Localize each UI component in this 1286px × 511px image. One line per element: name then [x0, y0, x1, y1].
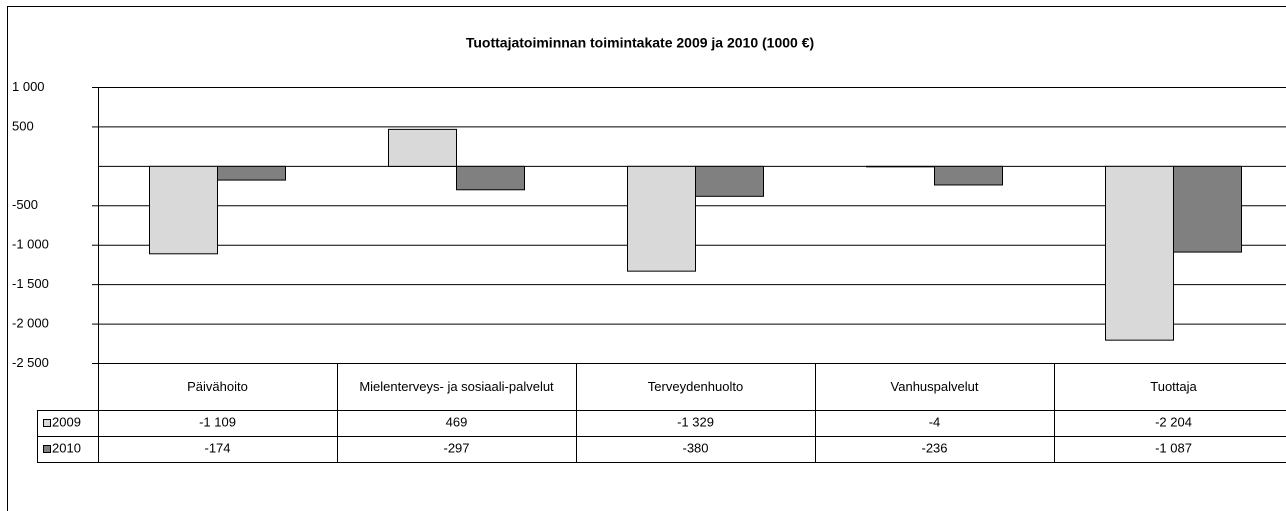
- legend-label: 2010: [52, 440, 81, 455]
- y-tick-label: 1 000: [12, 79, 45, 94]
- y-tick-label: -2 500: [12, 355, 49, 370]
- y-tick-label: -500: [12, 197, 38, 212]
- x-tick-label: Mielenterveys- ja sosiaali-palvelut: [359, 379, 554, 394]
- bar: [1105, 165, 1174, 341]
- y-tick-label: -2 000: [12, 316, 49, 331]
- data-table-value: -1 087: [1155, 440, 1192, 455]
- legend-label: 2009: [52, 414, 81, 429]
- bar: [695, 165, 764, 197]
- y-tick-label: -1 000: [12, 237, 49, 252]
- data-table-value: -174: [204, 440, 230, 455]
- x-tick-label: Vanhuspalvelut: [890, 379, 979, 394]
- data-table-value: -380: [682, 440, 708, 455]
- data-table-value: -1 329: [677, 414, 714, 429]
- bar: [866, 165, 935, 168]
- data-table-value: -297: [443, 440, 469, 455]
- bar: [149, 165, 218, 255]
- data-table-value: -1 109: [199, 414, 236, 429]
- y-tick-label: -1 500: [12, 276, 49, 291]
- bar: [456, 165, 525, 191]
- bar: [388, 128, 457, 167]
- data-table-value: -236: [921, 440, 947, 455]
- x-tick-label: Päivähoito: [187, 379, 248, 394]
- legend-key: [43, 419, 51, 427]
- x-tick-label: Tuottaja: [1150, 379, 1197, 394]
- x-tick-label: Terveydenhuolto: [647, 379, 744, 394]
- bar: [1173, 165, 1242, 253]
- data-table-value: 469: [446, 414, 468, 429]
- data-table-value: -2 204: [1155, 414, 1192, 429]
- chart-title: Tuottajatoiminnan toimintakate 2009 ja 2…: [466, 35, 814, 51]
- bar: [217, 165, 286, 181]
- data-table-value: -4: [929, 414, 941, 429]
- bar: [627, 165, 696, 272]
- y-tick-label: 500: [12, 118, 34, 133]
- legend-key: [43, 445, 51, 453]
- bar: [934, 165, 1003, 186]
